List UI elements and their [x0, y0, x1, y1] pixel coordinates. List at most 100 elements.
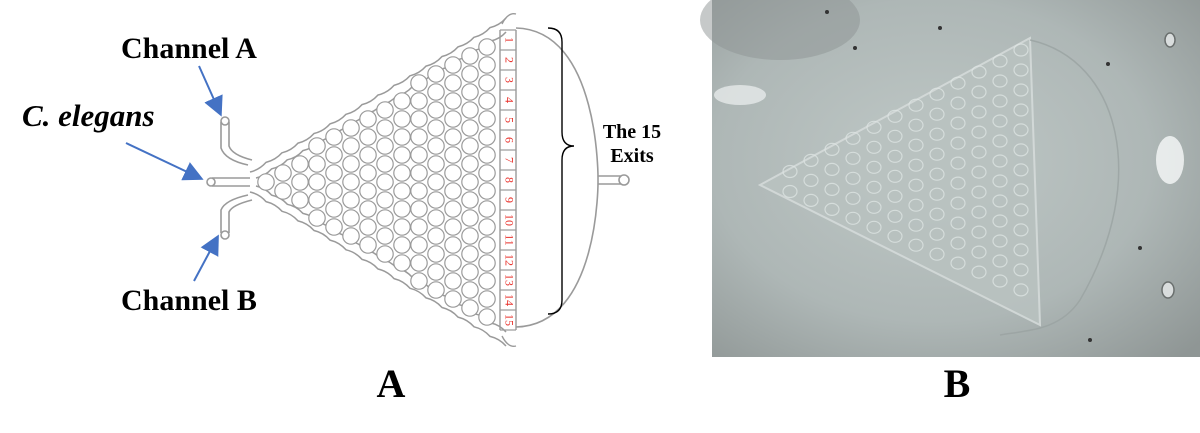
exit-number: 8 — [502, 177, 516, 183]
photo-pillar — [929, 107, 945, 121]
pillar — [257, 173, 275, 191]
pillar — [461, 245, 479, 263]
pillar — [274, 182, 292, 200]
pillar — [444, 110, 462, 128]
pillar — [461, 119, 479, 137]
exit-number: 15 — [502, 314, 516, 326]
pillar — [444, 56, 462, 74]
pillar — [376, 227, 394, 245]
pillar — [461, 209, 479, 227]
photo-pillar — [803, 153, 819, 167]
c-elegans-inlet — [212, 177, 250, 187]
photo-pillar — [1013, 283, 1029, 297]
pillar — [376, 245, 394, 263]
pillar — [427, 209, 445, 227]
pillar — [478, 290, 496, 308]
photo-pillar — [992, 174, 1008, 188]
pillar — [376, 155, 394, 173]
photo-pillar — [803, 173, 819, 187]
pillar — [359, 236, 377, 254]
pillar — [308, 191, 326, 209]
pillar — [325, 182, 343, 200]
pillar — [444, 74, 462, 92]
pillar — [444, 92, 462, 110]
pillar — [393, 200, 411, 218]
pillar — [393, 164, 411, 182]
pillar — [325, 164, 343, 182]
photo-pillar — [992, 274, 1008, 288]
pillar — [376, 137, 394, 155]
photo-pillar — [992, 54, 1008, 68]
pillar — [461, 281, 479, 299]
pillar — [427, 263, 445, 281]
pillar — [308, 155, 326, 173]
pillar — [393, 146, 411, 164]
photo-pillar — [782, 184, 798, 199]
pillar — [325, 146, 343, 164]
photo-pillar — [992, 194, 1008, 208]
pillar — [444, 128, 462, 146]
photo-pillar — [971, 125, 987, 139]
exit-number: 12 — [502, 254, 516, 266]
pillar — [410, 92, 428, 110]
photo-pillar — [908, 238, 924, 252]
photo-pillar — [845, 191, 861, 205]
pillar — [427, 137, 445, 155]
pillar — [342, 173, 360, 191]
photo-pillar — [950, 236, 966, 250]
pillar — [444, 200, 462, 218]
channel-a-arrow — [198, 65, 223, 117]
pillar — [359, 200, 377, 218]
channel-a-inlet — [220, 122, 249, 166]
pillar — [359, 146, 377, 164]
pillar — [478, 218, 496, 236]
pillar — [410, 182, 428, 200]
c-elegans-label: C. elegans — [22, 98, 155, 133]
photo-pillar — [992, 114, 1008, 128]
photo-pillar — [866, 200, 882, 214]
photo-pillar — [992, 94, 1008, 108]
photo-pillar — [866, 160, 882, 174]
photo-pillar — [824, 182, 840, 196]
photo-pillar — [824, 142, 840, 156]
pillar — [410, 74, 428, 92]
photo-pillar — [845, 131, 861, 145]
photo-pillar — [950, 76, 966, 90]
photo-pillar — [992, 234, 1008, 248]
channel-a-label: Channel A — [121, 32, 257, 65]
pillar — [427, 281, 445, 299]
photo-pillar — [971, 65, 987, 79]
photo-pillar — [929, 147, 945, 161]
channel-a-inlet-inner — [228, 122, 253, 161]
photo-pillar — [866, 220, 882, 234]
pillar — [291, 191, 309, 209]
pillar — [478, 182, 496, 200]
exit-number: 5 — [502, 117, 516, 123]
channel-b-port — [220, 230, 230, 240]
photo-pillar — [1013, 163, 1029, 177]
photo-pillar — [971, 145, 987, 159]
pillar — [291, 173, 309, 191]
pillar — [342, 209, 360, 227]
outlet-port — [618, 174, 630, 186]
photo-pillar — [950, 156, 966, 170]
photo-pillar — [887, 189, 903, 203]
photo-pillar — [950, 116, 966, 130]
pillar — [393, 128, 411, 146]
photo-pillar — [887, 109, 903, 123]
photo-pillar — [929, 87, 945, 101]
photo-pillar — [824, 202, 840, 216]
photo-pillar — [908, 198, 924, 212]
photo-pillar — [845, 171, 861, 185]
pillar — [444, 236, 462, 254]
pillar — [393, 182, 411, 200]
pillar — [274, 164, 292, 182]
pillar — [444, 218, 462, 236]
pillar — [410, 218, 428, 236]
photo-pillar — [887, 149, 903, 163]
exits-label-line2: Exits — [610, 145, 654, 167]
pillar — [478, 308, 496, 326]
photo-pillar — [992, 214, 1008, 228]
photo-pillar — [1013, 263, 1029, 277]
exit-number: 7 — [502, 157, 516, 163]
